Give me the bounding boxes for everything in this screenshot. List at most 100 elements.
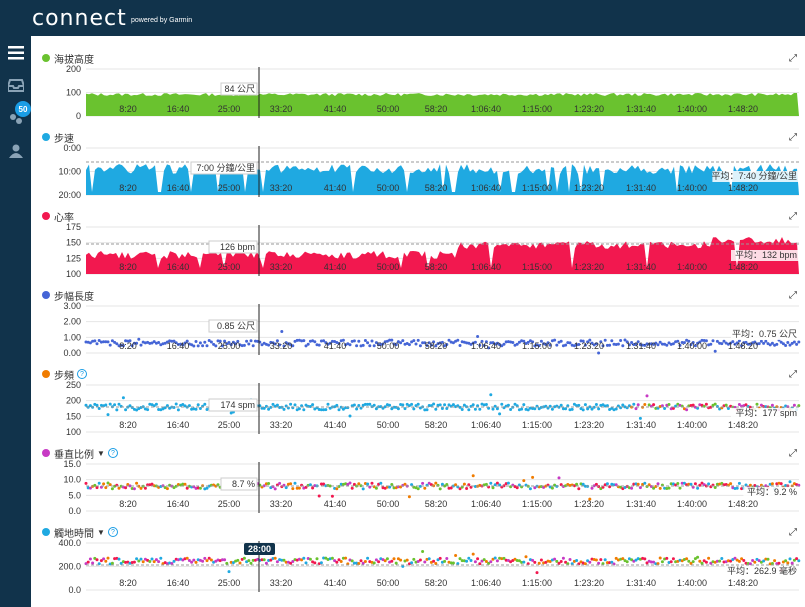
data-point [104, 559, 108, 563]
elevation-chart[interactable]: 200 100 0 8:20 16:40 25:00 33:20 41:40 50:00 58:2… [31, 64, 805, 125]
y-tick-label: 0.0 [68, 585, 81, 595]
data-point [335, 403, 339, 407]
data-point [614, 556, 618, 560]
expand-icon[interactable]: ⤢ [789, 211, 797, 222]
data-point [152, 560, 156, 564]
data-point [667, 341, 671, 345]
data-point [643, 403, 647, 406]
data-point [185, 556, 189, 560]
expand-icon[interactable]: ⤢ [789, 369, 797, 380]
help-icon[interactable]: ? [77, 369, 87, 379]
data-point [357, 482, 361, 486]
y-tick-label: 150 [66, 238, 81, 248]
data-point [786, 341, 790, 344]
data-point [489, 341, 493, 345]
data-point [201, 344, 205, 348]
data-point [555, 343, 559, 347]
expand-icon[interactable]: ⤢ [789, 290, 797, 301]
data-point [548, 404, 552, 408]
data-point [487, 561, 491, 565]
data-point [322, 408, 326, 412]
data-point [484, 340, 488, 344]
data-point [128, 484, 132, 488]
data-point [764, 339, 768, 343]
connect-logo[interactable]: connect [32, 6, 127, 31]
data-point [533, 560, 537, 564]
data-point [132, 560, 136, 564]
data-point [469, 559, 473, 562]
data-point [363, 560, 367, 563]
data-point [414, 342, 418, 346]
svg-text:0.85 公尺: 0.85 公尺 [217, 321, 255, 331]
data-point [476, 557, 480, 561]
data-point [264, 482, 268, 486]
data-point [652, 342, 656, 346]
x-tick-label: 1:31:40 [626, 341, 656, 351]
chevron-down-icon[interactable]: ▼ [97, 448, 105, 458]
data-point [770, 341, 774, 345]
hr-average-label: 平均：132 bpm [731, 249, 799, 261]
data-point [240, 557, 244, 561]
data-point [370, 339, 374, 343]
data-point [110, 561, 114, 565]
data-point [627, 404, 631, 408]
data-point [280, 558, 284, 562]
data-point [97, 339, 101, 342]
data-point [561, 407, 565, 411]
x-tick-label: 1:23:20 [574, 420, 604, 430]
pace-chart[interactable]: 0:00 10:00 20:00 8:20 16:40 25:00 33:20 41:40 50… [31, 143, 805, 204]
y-tick-label: 125 [66, 253, 81, 263]
data-point [291, 560, 295, 563]
menu-icon[interactable] [5, 42, 27, 64]
data-point [135, 481, 139, 485]
data-point [720, 557, 724, 560]
help-icon[interactable]: ? [107, 527, 118, 537]
cadence-chart[interactable]: 250 200 150 100 8:20 16:40 25:00 33:20 41:40 50:0… [31, 380, 805, 441]
hr-chart[interactable]: 175 150 125 100 8:20 16:40 25:00 33:20 41:40 50:0… [31, 222, 805, 283]
x-tick-label: 1:15:00 [522, 104, 552, 114]
data-point [740, 487, 744, 491]
data-point [355, 344, 359, 348]
data-point [251, 558, 255, 562]
expand-icon[interactable]: ⤢ [789, 527, 797, 538]
expand-icon[interactable]: ⤢ [789, 53, 797, 64]
data-point [139, 486, 143, 490]
gct-chart[interactable]: 400.0 200.0 0.0 8:20 16:40 25:00 33:20 41:40 50:… [31, 538, 805, 599]
expand-icon[interactable]: ⤢ [789, 448, 797, 459]
cadence-title-label: 步頻 [54, 370, 74, 382]
data-point [603, 338, 607, 342]
vratio-chart[interactable]: 15.0 10.0 5.0 0.0 8:20 16:40 25:00 33:20 41:40 50… [31, 459, 805, 520]
user-icon[interactable] [5, 140, 27, 162]
x-tick-label: 25:00 [218, 262, 241, 272]
data-point [319, 339, 323, 343]
data-point [566, 341, 570, 345]
data-point [531, 558, 535, 562]
data-point [537, 407, 541, 411]
data-point [205, 486, 209, 490]
data-point [515, 559, 519, 562]
notification-badge[interactable]: 50 [15, 101, 31, 117]
help-icon[interactable]: ? [107, 448, 118, 458]
connections-icon[interactable] [5, 108, 27, 130]
inbox-icon[interactable] [5, 74, 27, 96]
data-point [641, 482, 645, 486]
data-point [117, 486, 121, 490]
chevron-down-icon[interactable]: ▼ [97, 527, 105, 537]
data-point [531, 407, 535, 410]
data-point [792, 558, 796, 562]
data-point [517, 340, 521, 344]
data-point [291, 487, 295, 491]
x-tick-label: 1:06:40 [471, 499, 501, 509]
y-tick-label: 0.00 [63, 348, 81, 358]
data-point [311, 486, 315, 490]
data-point [645, 561, 649, 565]
stride-chart[interactable]: 3.00 2.00 1.00 0.00 8:20 16:40 25:00 33:20 41:40… [31, 301, 805, 362]
x-tick-label: 41:40 [324, 420, 347, 430]
x-tick-label: 58:20 [425, 499, 448, 509]
data-point [190, 560, 194, 564]
data-point [427, 404, 431, 407]
data-point [181, 558, 185, 562]
data-point [126, 560, 130, 564]
data-point [392, 557, 396, 561]
expand-icon[interactable]: ⤢ [789, 132, 797, 143]
